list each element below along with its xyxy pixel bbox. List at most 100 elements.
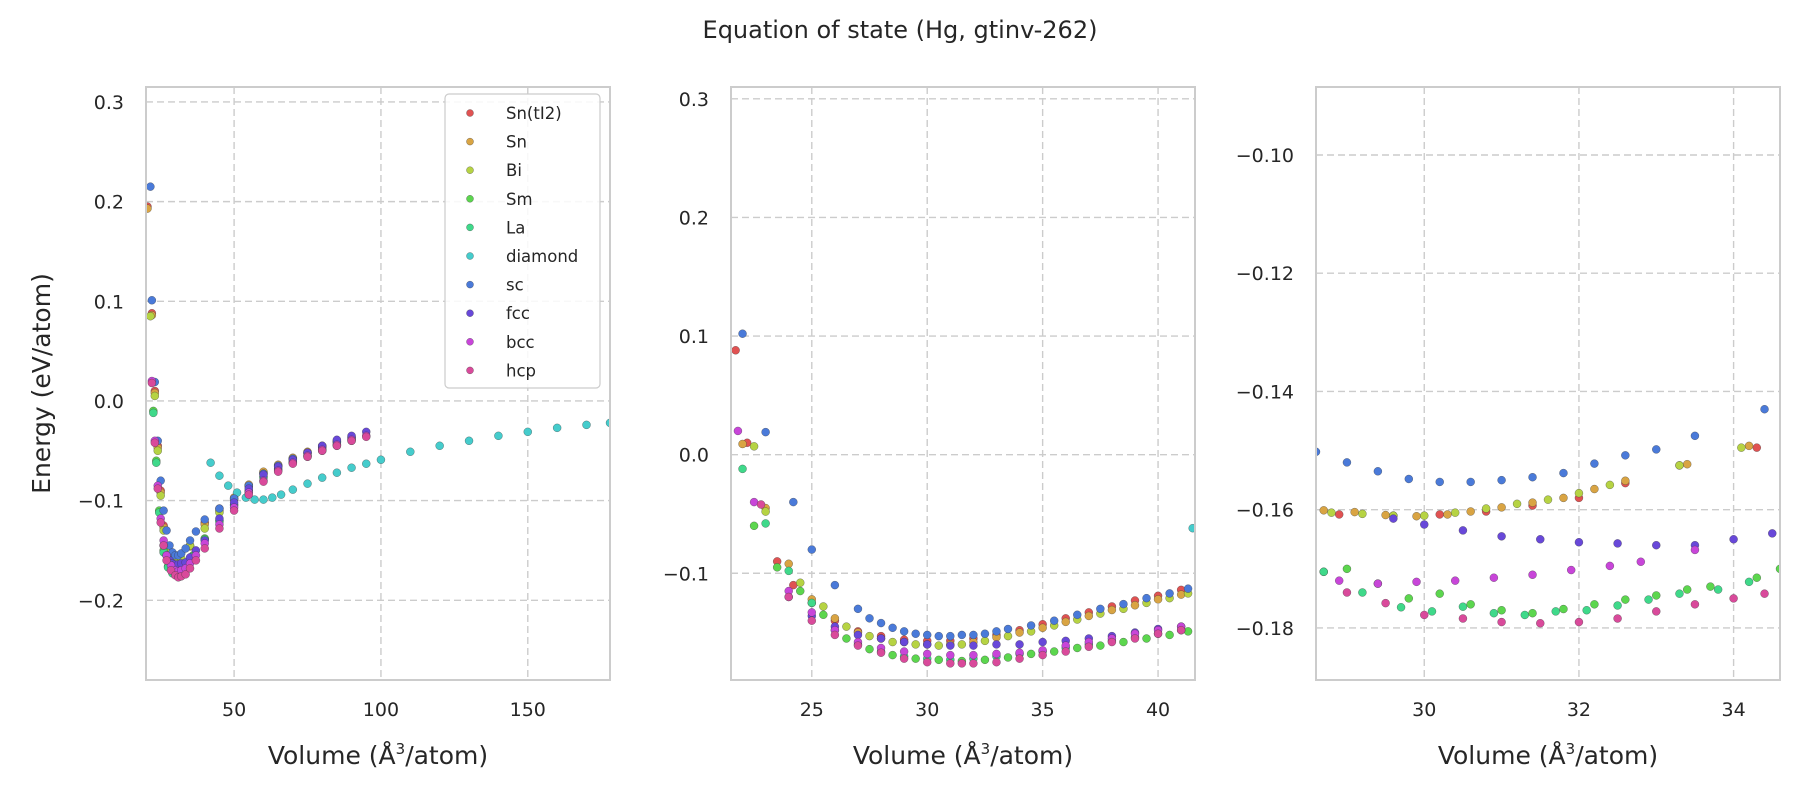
data-point (1084, 642, 1094, 652)
data-point (772, 563, 782, 572)
data-point (784, 592, 793, 602)
legend-marker (466, 366, 474, 375)
data-point (1435, 589, 1444, 598)
data-point (819, 602, 828, 611)
data-point (259, 477, 268, 486)
axes-frame (730, 86, 1196, 681)
data-point (317, 473, 327, 482)
data-point (1690, 600, 1700, 609)
data-points (146, 182, 610, 582)
data-point (1590, 484, 1599, 494)
data-point (1574, 537, 1584, 547)
data-point (1381, 598, 1390, 608)
data-point (1644, 595, 1653, 604)
data-point (1381, 510, 1390, 520)
data-point (853, 641, 863, 650)
data-point (317, 446, 327, 456)
data-point (922, 649, 932, 659)
data-point (1466, 600, 1475, 609)
data-point (152, 458, 161, 467)
data-point (1373, 579, 1383, 588)
data-point (1636, 557, 1646, 567)
data-point (1450, 508, 1460, 517)
data-point (992, 640, 1001, 649)
data-point (865, 631, 874, 641)
data-point (946, 659, 955, 668)
data-point (1165, 589, 1174, 598)
data-point (1038, 623, 1047, 633)
data-point (1404, 594, 1414, 603)
data-point (1420, 610, 1429, 620)
data-point (1412, 577, 1421, 587)
data-point (200, 515, 209, 524)
data-point (1566, 565, 1576, 575)
y-tick-label: −0.18 (1236, 618, 1294, 640)
data-point (494, 431, 503, 441)
y-tick-label: 0.1 (679, 326, 709, 348)
legend-marker (466, 280, 474, 289)
data-point (865, 614, 874, 623)
data-point (830, 630, 840, 640)
data-point (1458, 602, 1468, 611)
series-sc (1316, 404, 1769, 487)
legend-label: sc (506, 276, 524, 295)
data-point (215, 504, 224, 513)
data-point (1621, 476, 1630, 486)
data-point (185, 536, 195, 545)
data-point (332, 468, 342, 477)
data-point (738, 464, 747, 474)
data-point (1682, 585, 1692, 594)
data-point (888, 650, 897, 660)
legend-marker (466, 223, 474, 232)
y-tick-label: −0.1 (663, 563, 709, 585)
data-point (1107, 637, 1117, 647)
legend: Sn(tI2) Sn Bi Sm La diamond sc fcc bcc hcp (444, 93, 601, 389)
data-point (1528, 472, 1537, 482)
data-point (1049, 647, 1059, 656)
data-point (731, 346, 740, 355)
y-tick-label: 0.3 (679, 89, 709, 111)
data-point (1690, 545, 1700, 555)
data-point (749, 442, 759, 451)
data-point (1319, 567, 1328, 577)
data-point (1084, 611, 1094, 621)
axes-frame (145, 86, 611, 681)
data-point (1729, 535, 1738, 544)
data-point (1015, 654, 1024, 663)
data-point (1559, 604, 1568, 614)
data-point (288, 459, 298, 468)
data-points (1316, 404, 1780, 628)
data-point (288, 485, 298, 494)
data-point (1497, 532, 1506, 541)
data-point (1038, 650, 1047, 660)
data-point (1497, 617, 1506, 627)
data-point (1003, 653, 1013, 662)
data-point (842, 622, 851, 631)
series-diamond (1188, 523, 1195, 533)
series-sc (738, 329, 1193, 641)
data-point (876, 618, 886, 628)
data-point (1543, 495, 1553, 504)
data-point (552, 423, 562, 433)
data-point (1435, 477, 1444, 487)
data-point (303, 479, 312, 488)
data-point (1026, 649, 1036, 659)
data-point (1729, 594, 1738, 603)
data-point (969, 650, 978, 660)
data-point (830, 614, 840, 623)
data-point (819, 610, 828, 620)
data-point (406, 447, 415, 457)
legend-label: fcc (506, 304, 530, 323)
data-point (1551, 607, 1560, 616)
data-point (1373, 467, 1383, 476)
data-point (1675, 461, 1684, 470)
data-point (796, 586, 805, 596)
data-point (1443, 510, 1452, 519)
data-point (1613, 614, 1622, 623)
data-point (1466, 507, 1475, 516)
data-point (244, 490, 254, 499)
data-point (1652, 445, 1661, 454)
data-point (376, 455, 386, 464)
data-point (464, 436, 474, 446)
data-point (853, 630, 863, 640)
